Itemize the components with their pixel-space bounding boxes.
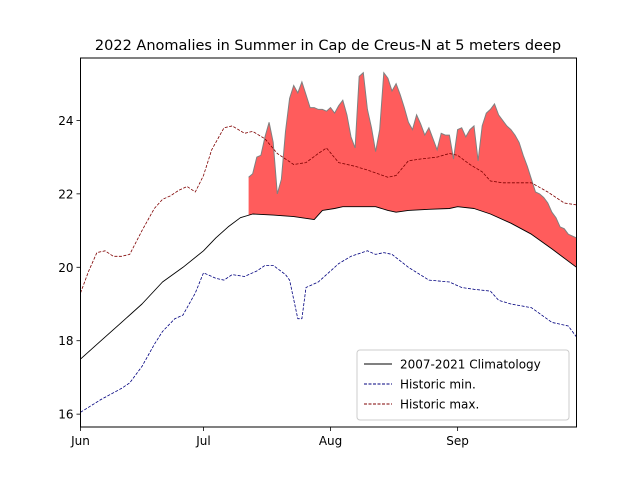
legend-box <box>356 349 570 421</box>
plot-area <box>80 71 577 413</box>
y-tick-label: 20 <box>58 261 73 275</box>
y-tick-label: 24 <box>58 114 73 128</box>
x-axis: Jun Jul Aug Sep <box>70 427 469 448</box>
y-tick-label: 18 <box>58 334 73 348</box>
plot-frame <box>80 57 577 428</box>
x-tick-label: Sep <box>446 434 469 448</box>
y-axis: 16 18 20 22 24 <box>58 114 81 422</box>
climatology-line <box>80 206 577 360</box>
x-tick-label: Jun <box>70 434 90 448</box>
historic-min-line <box>80 250 577 413</box>
historic-max-line <box>80 125 577 294</box>
chart-title: 2022 Anomalies in Summer in Cap de Creus… <box>95 38 561 54</box>
legend-label: 2007-2021 Climatology <box>400 358 541 372</box>
x-tick-label: Aug <box>319 434 342 448</box>
anomaly-2022-fill <box>248 72 577 268</box>
y-tick-label: 22 <box>58 187 73 201</box>
y-tick-label: 16 <box>58 408 73 422</box>
legend-label: Historic min. <box>400 378 476 392</box>
x-tick-label: Jul <box>195 434 210 448</box>
legend: 2007-2021 Climatology Historic min. Histor… <box>356 349 570 421</box>
legend-label: Historic max. <box>400 398 479 412</box>
anomaly-2022-edge <box>248 71 577 239</box>
